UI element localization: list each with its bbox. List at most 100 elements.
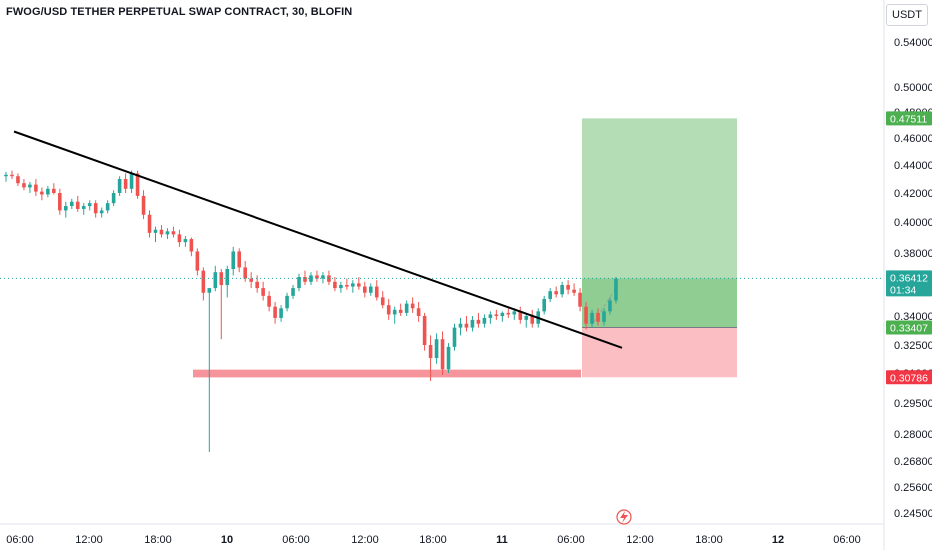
x-tick-label: 18:00 — [695, 534, 723, 546]
candle-body — [416, 308, 421, 316]
candle-body — [422, 316, 427, 345]
candle-body — [333, 281, 337, 289]
candle-body — [267, 295, 271, 307]
x-tick-label: 12 — [772, 534, 784, 546]
candle-body — [614, 278, 618, 301]
candle-body — [584, 306, 588, 324]
entry-badge: 0.33407 — [886, 320, 932, 335]
candle-body — [303, 277, 307, 282]
candle-body — [69, 201, 74, 207]
candle-body — [315, 275, 319, 279]
trendline — [13, 130, 623, 349]
candle — [602, 308, 606, 326]
candle-body — [608, 300, 612, 312]
candle — [596, 308, 600, 326]
candle — [458, 317, 463, 336]
candle — [219, 269, 224, 340]
candle-body — [231, 251, 236, 269]
candle — [52, 183, 56, 195]
candle — [93, 200, 98, 218]
candle — [333, 277, 337, 292]
badge-bg — [886, 270, 932, 297]
annotation-lines — [0, 130, 884, 349]
candle — [303, 270, 307, 285]
candle-body — [488, 314, 493, 318]
candle — [392, 306, 397, 324]
y-tick-label: 0.54000 — [894, 37, 932, 49]
candle — [105, 200, 110, 214]
candle-body — [105, 203, 110, 211]
candle-body — [572, 289, 576, 293]
candle-body — [10, 174, 14, 177]
candle — [279, 305, 283, 322]
candle — [261, 281, 265, 301]
support-zone — [193, 369, 581, 378]
candle-body — [386, 305, 391, 315]
candle-body — [446, 346, 451, 370]
candle — [548, 288, 552, 303]
candle — [608, 297, 612, 315]
candle — [177, 229, 182, 247]
candle-body — [213, 272, 218, 289]
candle-body — [291, 288, 295, 296]
candle-body — [195, 251, 200, 271]
candle-body — [357, 283, 361, 287]
candle-body — [40, 191, 44, 195]
x-tick-label: 12:00 — [626, 534, 654, 546]
candle — [195, 248, 200, 276]
candle-body — [470, 319, 475, 328]
candle — [273, 302, 277, 324]
candle — [476, 312, 481, 328]
y-tick-label: 0.29500 — [894, 398, 932, 410]
candle-body — [243, 267, 247, 279]
candle — [351, 280, 355, 293]
candle — [500, 311, 505, 322]
candle-body — [129, 173, 134, 189]
candle — [345, 278, 349, 290]
candle-body — [52, 188, 56, 193]
candle-body — [363, 286, 367, 293]
candle-body — [16, 176, 20, 184]
candle — [249, 272, 253, 289]
candle-body — [530, 316, 535, 324]
candle — [422, 312, 427, 351]
candle-body — [482, 317, 487, 324]
currency-selector[interactable]: USDT — [886, 4, 928, 26]
candle-body — [345, 285, 349, 287]
candle — [530, 309, 535, 328]
candle — [452, 323, 457, 351]
candle-body — [135, 173, 140, 196]
badge-price: 0.36412 — [890, 272, 928, 284]
candle — [309, 272, 313, 285]
x-tick-label: 18:00 — [419, 534, 447, 546]
candle — [183, 235, 188, 247]
candle — [201, 267, 206, 301]
candle — [315, 270, 319, 282]
candle — [321, 272, 325, 284]
candle — [386, 298, 391, 320]
candle — [339, 281, 343, 293]
candle — [464, 316, 469, 332]
candle-body — [207, 288, 212, 293]
candle — [506, 308, 511, 318]
candle-body — [452, 327, 457, 347]
candle-body — [494, 314, 499, 316]
candle — [99, 207, 104, 218]
candle-body — [201, 270, 206, 293]
x-tick-label: 10 — [221, 534, 233, 546]
candle — [267, 291, 271, 312]
candle — [22, 179, 26, 191]
candle — [255, 275, 259, 293]
candle — [153, 226, 158, 243]
candle-body — [398, 309, 403, 313]
candle-body — [524, 316, 529, 320]
y-tick-label: 0.46000 — [894, 133, 932, 145]
candle — [404, 300, 409, 316]
candle-body — [476, 319, 481, 324]
candle-body — [46, 188, 50, 195]
y-tick-label: 0.32500 — [894, 340, 932, 352]
candle-body — [560, 285, 564, 295]
position-zones — [193, 118, 737, 378]
